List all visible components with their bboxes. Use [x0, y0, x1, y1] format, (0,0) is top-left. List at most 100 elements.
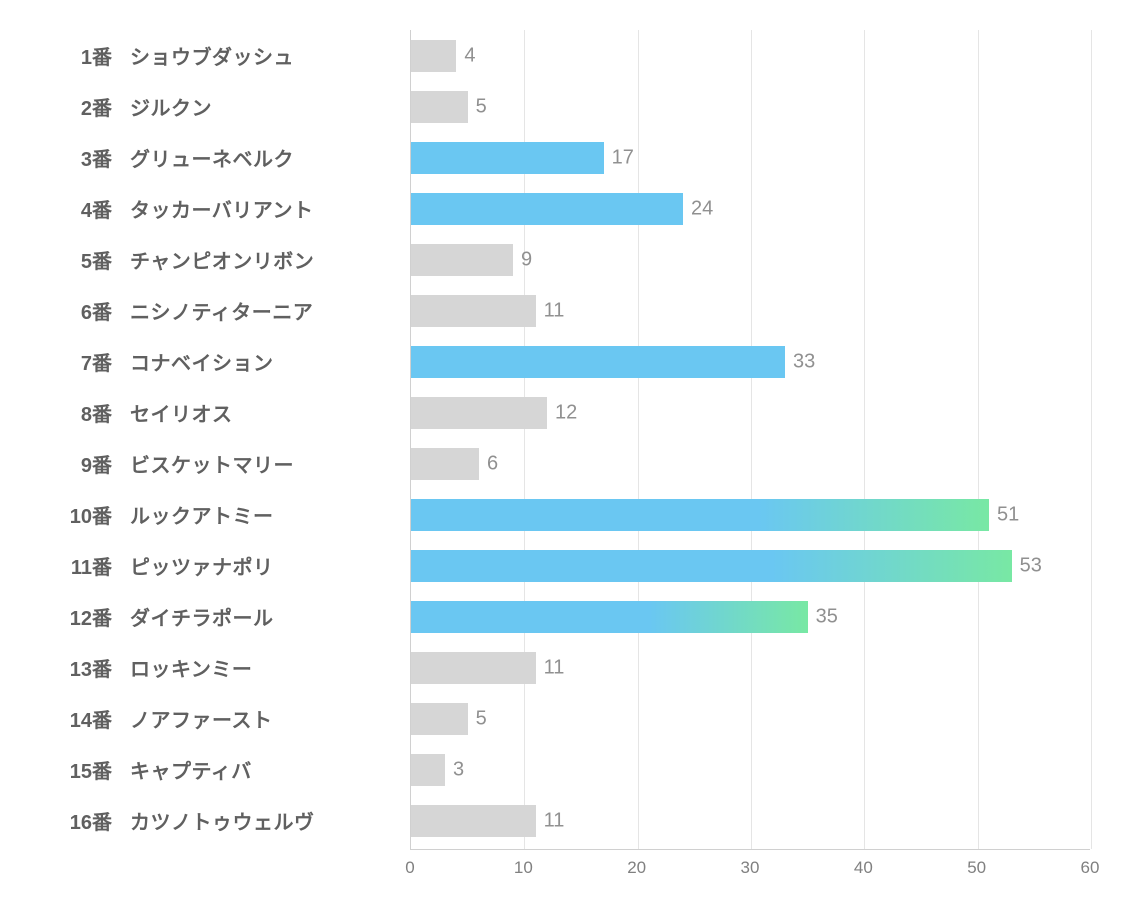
bar: 11: [411, 295, 536, 327]
x-tick-label: 0: [405, 858, 414, 878]
label-row: 9番ビスケットマリー: [60, 438, 400, 489]
gridline: [638, 30, 639, 849]
bar-value: 3: [453, 758, 464, 781]
label-number: 10番: [60, 500, 130, 529]
bar-value: 17: [612, 146, 634, 169]
bar-value: 11: [544, 656, 565, 679]
bar: 9: [411, 244, 513, 276]
label-name: グリューネベルク: [130, 143, 294, 172]
label-number: 9番: [60, 449, 130, 478]
bar: 5: [411, 91, 468, 123]
bar-row: 17: [411, 132, 604, 183]
x-tick-label: 60: [1081, 858, 1100, 878]
label-row: 5番チャンピオンリボン: [60, 234, 400, 285]
label-row: 16番カツノトゥウェルヴ: [60, 795, 400, 846]
bar-value: 11: [544, 809, 565, 832]
bar-row: 11: [411, 642, 536, 693]
bar-value: 11: [544, 299, 565, 322]
bar-row: 35: [411, 591, 808, 642]
x-axis: 0102030405060: [410, 850, 1090, 890]
bar: 17: [411, 142, 604, 174]
label-row: 10番ルックアトミー: [60, 489, 400, 540]
label-name: ルックアトミー: [130, 500, 274, 529]
bar: 4: [411, 40, 456, 72]
bar: 24: [411, 193, 683, 225]
label-number: 5番: [60, 245, 130, 274]
bar-row: 24: [411, 183, 683, 234]
gridline: [864, 30, 865, 849]
bar-row: 9: [411, 234, 513, 285]
bar: 11: [411, 805, 536, 837]
label-name: ロッキンミー: [130, 653, 252, 682]
label-name: タッカーバリアント: [130, 194, 314, 223]
bar-row: 3: [411, 744, 445, 795]
bar-value: 5: [476, 707, 487, 730]
label-number: 7番: [60, 347, 130, 376]
bar-row: 11: [411, 795, 536, 846]
bar-row: 5: [411, 693, 468, 744]
label-number: 1番: [60, 41, 130, 70]
label-number: 3番: [60, 143, 130, 172]
label-name: ノアファースト: [130, 704, 273, 733]
bar: 53: [411, 550, 1012, 582]
label-row: 8番セイリオス: [60, 387, 400, 438]
bar: 51: [411, 499, 989, 531]
label-name: ニシノティターニア: [130, 296, 313, 325]
label-number: 13番: [60, 653, 130, 682]
label-name: コナベイション: [130, 347, 274, 376]
bar-value: 24: [691, 197, 713, 220]
label-row: 15番キャプティバ: [60, 744, 400, 795]
label-name: ピッツァナポリ: [130, 551, 274, 580]
label-row: 14番ノアファースト: [60, 693, 400, 744]
bar-value: 6: [487, 452, 498, 475]
label-number: 6番: [60, 296, 130, 325]
bar: 33: [411, 346, 785, 378]
label-row: 2番ジルクン: [60, 81, 400, 132]
label-number: 4番: [60, 194, 130, 223]
bar-value: 51: [997, 503, 1019, 526]
bar: 5: [411, 703, 468, 735]
label-name: ショウブダッシュ: [130, 41, 294, 70]
label-row: 12番ダイチラポール: [60, 591, 400, 642]
bar-row: 11: [411, 285, 536, 336]
bar: 6: [411, 448, 479, 480]
plot-area: 45172491133126515335115311: [410, 30, 1090, 850]
bar-value: 4: [464, 44, 475, 67]
chart-container: 1番ショウブダッシュ2番ジルクン3番グリューネベルク4番タッカーバリアント5番チ…: [60, 30, 1110, 880]
bar: 12: [411, 397, 547, 429]
label-number: 8番: [60, 398, 130, 427]
label-name: ダイチラポール: [130, 602, 274, 631]
x-tick-label: 10: [514, 858, 533, 878]
label-row: 13番ロッキンミー: [60, 642, 400, 693]
x-tick-label: 50: [967, 858, 986, 878]
bar-value: 53: [1020, 554, 1042, 577]
x-tick-label: 30: [741, 858, 760, 878]
bar: 3: [411, 754, 445, 786]
label-number: 11番: [60, 551, 130, 580]
bar-value: 33: [793, 350, 815, 373]
bar-value: 35: [816, 605, 838, 628]
bar-row: 53: [411, 540, 1012, 591]
label-row: 1番ショウブダッシュ: [60, 30, 400, 81]
gridline: [751, 30, 752, 849]
label-number: 16番: [60, 806, 130, 835]
label-number: 15番: [60, 755, 130, 784]
label-row: 3番グリューネベルク: [60, 132, 400, 183]
label-number: 12番: [60, 602, 130, 631]
label-row: 6番ニシノティターニア: [60, 285, 400, 336]
label-name: キャプティバ: [130, 755, 252, 784]
label-name: ジルクン: [130, 92, 212, 121]
label-number: 2番: [60, 92, 130, 121]
gridline: [1091, 30, 1092, 849]
bar-row: 12: [411, 387, 547, 438]
bar-row: 33: [411, 336, 785, 387]
label-row: 11番ピッツァナポリ: [60, 540, 400, 591]
bar: 35: [411, 601, 808, 633]
label-name: ビスケットマリー: [130, 449, 294, 478]
bar-row: 51: [411, 489, 989, 540]
bar-row: 6: [411, 438, 479, 489]
bar-value: 9: [521, 248, 532, 271]
bar: 11: [411, 652, 536, 684]
x-tick-label: 40: [854, 858, 873, 878]
label-name: カツノトゥウェルヴ: [130, 806, 315, 835]
